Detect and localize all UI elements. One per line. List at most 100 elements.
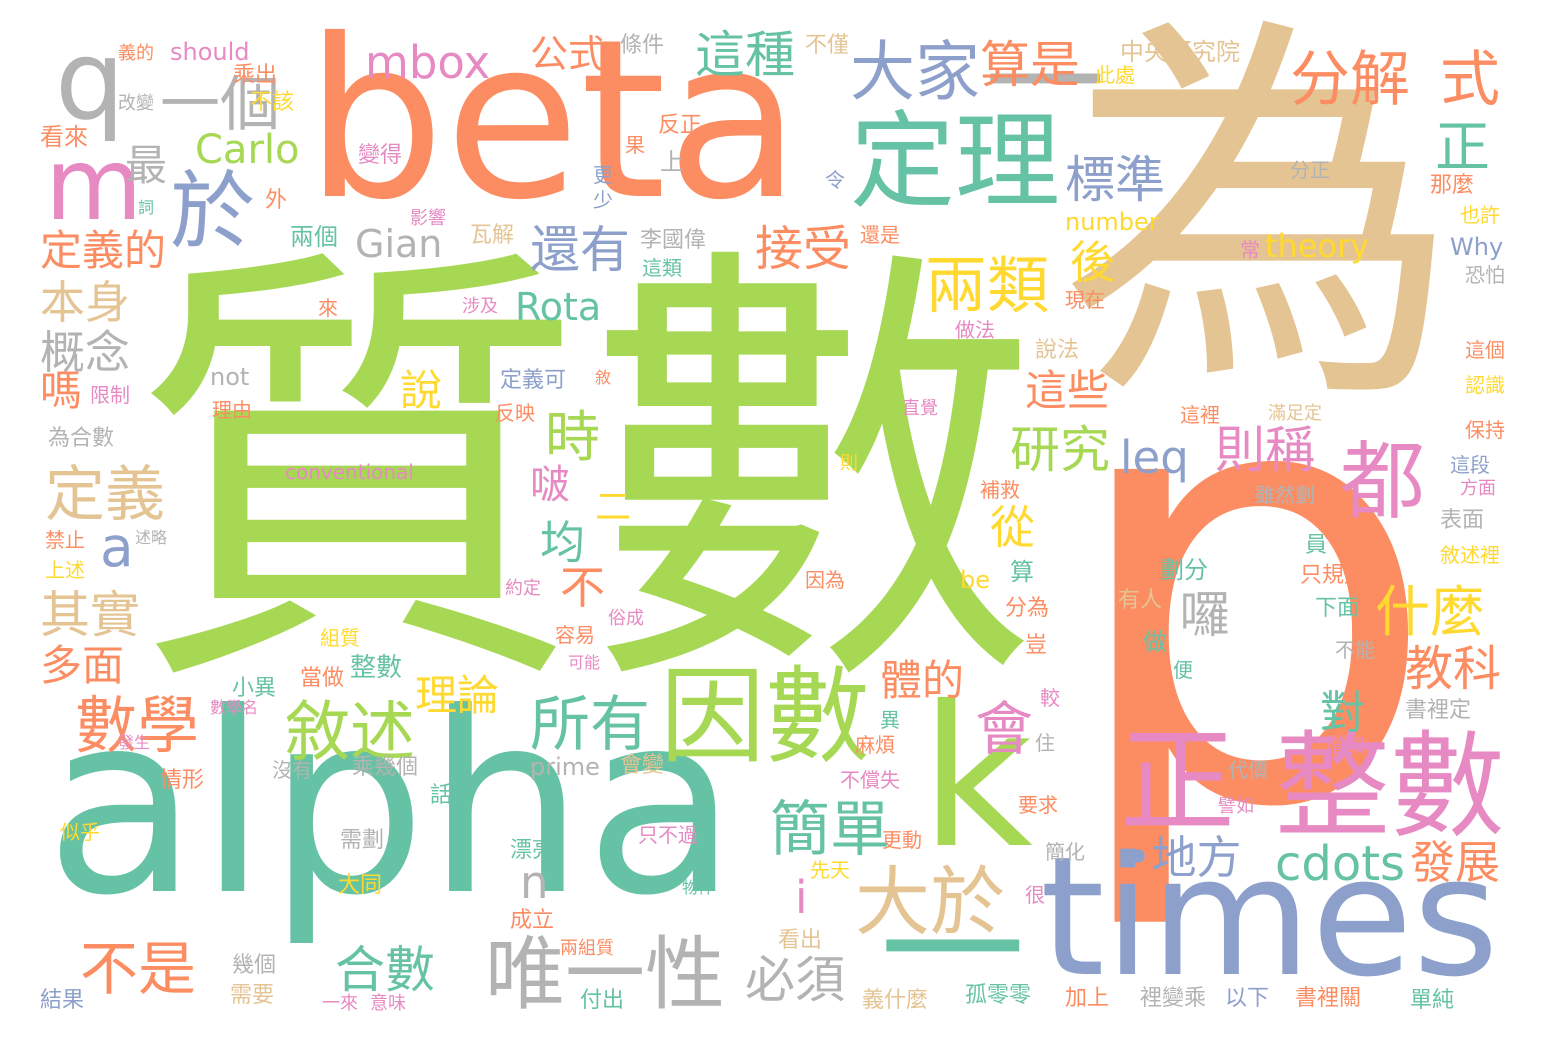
word-dingyi: 定義 [45,460,165,530]
word-zengjia: 增加 [1325,733,1365,757]
word-xuyao: 需要 [230,983,275,1008]
word-dingyike: 定義可 [500,368,567,393]
word-liyou: 理由 [212,398,252,422]
word-xiamian: 下面 [1315,596,1360,621]
word-cdots: cdots [1275,836,1406,892]
word-zuzhi: 組質 [320,626,360,650]
word-yi-gray: 一 [985,15,1105,154]
word-zheng-pink: 正 [1120,715,1236,849]
word-fangmian: 方面 [1460,478,1496,499]
word-gongshi: 公式 [530,32,607,76]
word-yu: 於 [170,163,256,262]
word-theory: theory [1265,227,1370,265]
word-zhu: 住 [1035,731,1055,755]
word-zecheng: 則稱 [1215,421,1315,479]
word-weiyixing: 唯一性 [485,928,725,1021]
word-carlo: Carlo [195,127,300,173]
word-wajie: 瓦解 [470,223,515,248]
word-hua: 話 [430,783,453,808]
word-lianglei: 兩類 [925,249,1050,322]
word-sihu: 似乎 [60,820,100,844]
word-lai: 來 [318,296,338,320]
word-hui: 會 [975,695,1034,763]
word-shang: 上 [660,148,684,176]
word-bian: 便 [1173,658,1193,682]
word-zhishu: 質數 [130,213,1040,742]
word-yingxiang: 影響 [410,208,446,229]
word-bushi: 不是 [80,935,197,1003]
word-qingxing: 情形 [160,768,205,793]
word-leq: leq [1120,431,1189,484]
word-piru: 譬如 [1218,796,1254,817]
word-renshi: 認識 [1465,373,1505,397]
word-jinzhi: 禁止 [45,528,85,552]
word-hou: 後 [1070,236,1116,289]
word-zheli: 這裡 [1180,403,1220,427]
word-shulidiing: 書裡定 [1405,698,1472,723]
word-dangzuo: 當做 [300,666,345,691]
word-bixu: 必須 [745,951,845,1009]
word-piaoliang: 漂亮 [510,838,555,863]
word-huibian: 會變 [620,753,665,778]
word-zhiguiding: 只規定 [1300,563,1367,588]
word-shuo: 說 [400,366,443,415]
word-xiaoyi: 小異 [232,676,277,701]
word-kanlai: 看來 [40,123,88,151]
word-xianzai: 現在 [1065,288,1105,312]
word-liangzuzhi: 兩組質 [560,938,614,959]
word-xushuli: 敘述裡 [1440,543,1500,567]
word-zhezhong: 這種 [695,26,795,84]
word-shuxue: 數學 [75,689,200,762]
word-zhijue: 直覺 [902,398,938,419]
word-duomian: 多面 [40,641,125,690]
word-wujian: 物件 [682,878,715,897]
word-buneng: 不能 [1335,638,1375,662]
word-jiaoke: 教科 [1405,641,1502,697]
word-jieguo: 結果 [40,988,85,1013]
word-zhege: 這個 [1465,338,1505,362]
word-shuxueming: 數學名 [210,698,259,717]
word-weiheshu: 為合數 [48,426,115,451]
word-geng: 更 [593,163,613,187]
word-biande: 變得 [358,143,403,168]
word-shenme: 什麼 [1375,580,1486,644]
word-dingli: 定理 [850,101,1061,223]
word-why: Why [1450,233,1504,261]
word-kanchu: 看出 [778,928,823,953]
word-ma: 嗎 [40,366,83,415]
word-jiashang: 加上 [1065,986,1110,1011]
word-danchun: 單純 [1410,988,1455,1013]
word-jiao: 較 [1040,686,1060,710]
word-yi-small: 異 [880,708,900,732]
word-gainian: 概念 [40,326,131,379]
word-zui: 最 [125,141,168,190]
word-shangshu: 上述 [45,558,85,582]
word-shi: 式 [1440,45,1500,115]
word-be: be [960,566,990,594]
word-i: i [795,871,808,924]
word-times: times [1040,821,1499,1013]
word-gengdong: 更動 [882,828,922,852]
word-yide: 義的 [118,43,154,64]
word-should: should [170,38,250,66]
word-fanzheng: 反正 [658,113,703,138]
word-ze: 則 [840,453,858,474]
word-conventional: conventional [285,460,414,484]
word-yilai: 一來 [322,993,358,1014]
word-yanjiu: 研究 [1010,421,1110,479]
word-daijia: 代價 [1228,758,1268,782]
word-ling: 令 [825,168,845,192]
word-haiyou: 還有 [530,221,630,279]
word-hen: 很 [1025,883,1045,907]
word-kongpa: 恐怕 [1465,263,1505,287]
word-not: not [210,363,250,391]
word-chengjige: 乘幾個 [352,755,419,780]
word-lilun: 理論 [415,671,500,720]
word-luo: 囉 [1180,586,1230,644]
word-youren: 有人 [1118,588,1163,613]
word-datong: 大同 [338,873,383,898]
word-cichu: 此處 [1095,63,1135,87]
word-xianzhi: 限制 [90,383,130,407]
word-number: number [1065,208,1159,236]
